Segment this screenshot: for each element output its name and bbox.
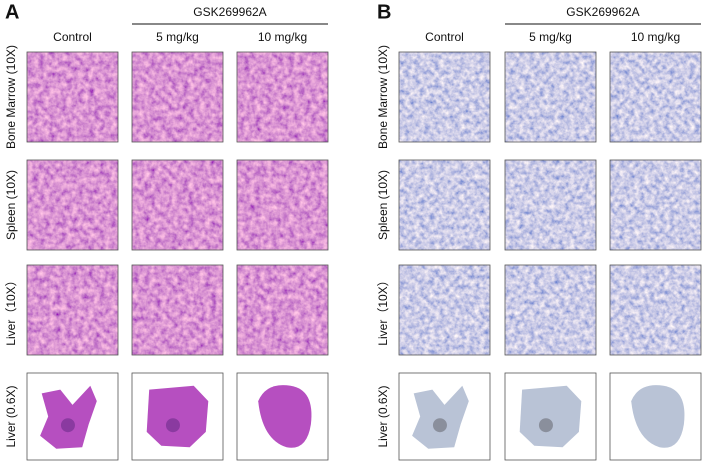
micrograph bbox=[610, 160, 701, 250]
tissue-section bbox=[412, 385, 469, 449]
group-label: GSK269962A bbox=[193, 5, 266, 19]
row-label: Bone Marrow (10X) bbox=[376, 45, 390, 149]
image-frame bbox=[504, 372, 597, 461]
image-frame bbox=[609, 372, 702, 461]
column-header: Control bbox=[53, 30, 92, 44]
micrograph bbox=[27, 265, 118, 355]
panel-label: B bbox=[377, 1, 391, 23]
micrograph bbox=[237, 52, 328, 142]
image-frame bbox=[131, 51, 224, 143]
row-label: Spleen (10X) bbox=[376, 170, 390, 240]
tumor-nodule bbox=[538, 418, 553, 433]
micrograph bbox=[132, 52, 223, 142]
image-frame bbox=[26, 372, 119, 461]
micrograph bbox=[399, 265, 490, 355]
image-frame bbox=[131, 159, 224, 251]
image-frame bbox=[609, 264, 702, 356]
micrograph bbox=[505, 265, 596, 355]
image-frame bbox=[131, 264, 224, 356]
tumor-nodule bbox=[60, 418, 75, 433]
image-frame bbox=[26, 51, 119, 143]
micrograph bbox=[132, 160, 223, 250]
image-frame bbox=[504, 159, 597, 251]
tissue-section bbox=[146, 385, 209, 448]
image-frame bbox=[236, 51, 329, 143]
tumor-nodule bbox=[165, 418, 180, 433]
tissue-section bbox=[258, 385, 312, 448]
micrograph bbox=[399, 160, 490, 250]
panel-label: A bbox=[5, 1, 19, 23]
image-frame bbox=[26, 264, 119, 356]
column-header: Control bbox=[425, 30, 464, 44]
group-label: GSK269962A bbox=[566, 5, 639, 19]
micrograph bbox=[505, 160, 596, 250]
micrograph bbox=[399, 52, 490, 142]
tumor-nodule bbox=[432, 418, 447, 433]
row-label: Liver (0.6X) bbox=[4, 385, 18, 447]
image-frame bbox=[398, 159, 491, 251]
micrograph bbox=[27, 52, 118, 142]
row-label: Liver（10X） bbox=[4, 274, 18, 345]
image-frame bbox=[504, 51, 597, 143]
image-frame bbox=[236, 372, 329, 461]
micrograph bbox=[610, 52, 701, 142]
micrograph bbox=[237, 265, 328, 355]
image-frame bbox=[398, 264, 491, 356]
micrograph bbox=[610, 265, 701, 355]
micrograph bbox=[132, 265, 223, 355]
row-label: Spleen (10X) bbox=[4, 170, 18, 240]
image-frame bbox=[609, 51, 702, 143]
tissue-section bbox=[631, 385, 685, 448]
tissue-section bbox=[519, 385, 582, 448]
micrograph bbox=[237, 160, 328, 250]
micrograph bbox=[505, 52, 596, 142]
tissue-section bbox=[40, 385, 97, 449]
image-frame bbox=[236, 159, 329, 251]
column-header: 5 mg/kg bbox=[156, 30, 199, 44]
image-frame bbox=[609, 159, 702, 251]
row-label: Liver (0.6X) bbox=[376, 385, 390, 447]
micrograph bbox=[27, 160, 118, 250]
row-label: Liver（10X） bbox=[376, 274, 390, 345]
image-frame bbox=[236, 264, 329, 356]
image-frame bbox=[131, 372, 224, 461]
image-frame bbox=[398, 372, 491, 461]
column-header: 5 mg/kg bbox=[529, 30, 572, 44]
image-frame bbox=[504, 264, 597, 356]
column-header: 10 mg/kg bbox=[258, 30, 307, 44]
image-frame bbox=[398, 51, 491, 143]
column-header: 10 mg/kg bbox=[631, 30, 680, 44]
row-label: Bone Marrow (10X) bbox=[4, 45, 18, 149]
image-frame bbox=[26, 159, 119, 251]
